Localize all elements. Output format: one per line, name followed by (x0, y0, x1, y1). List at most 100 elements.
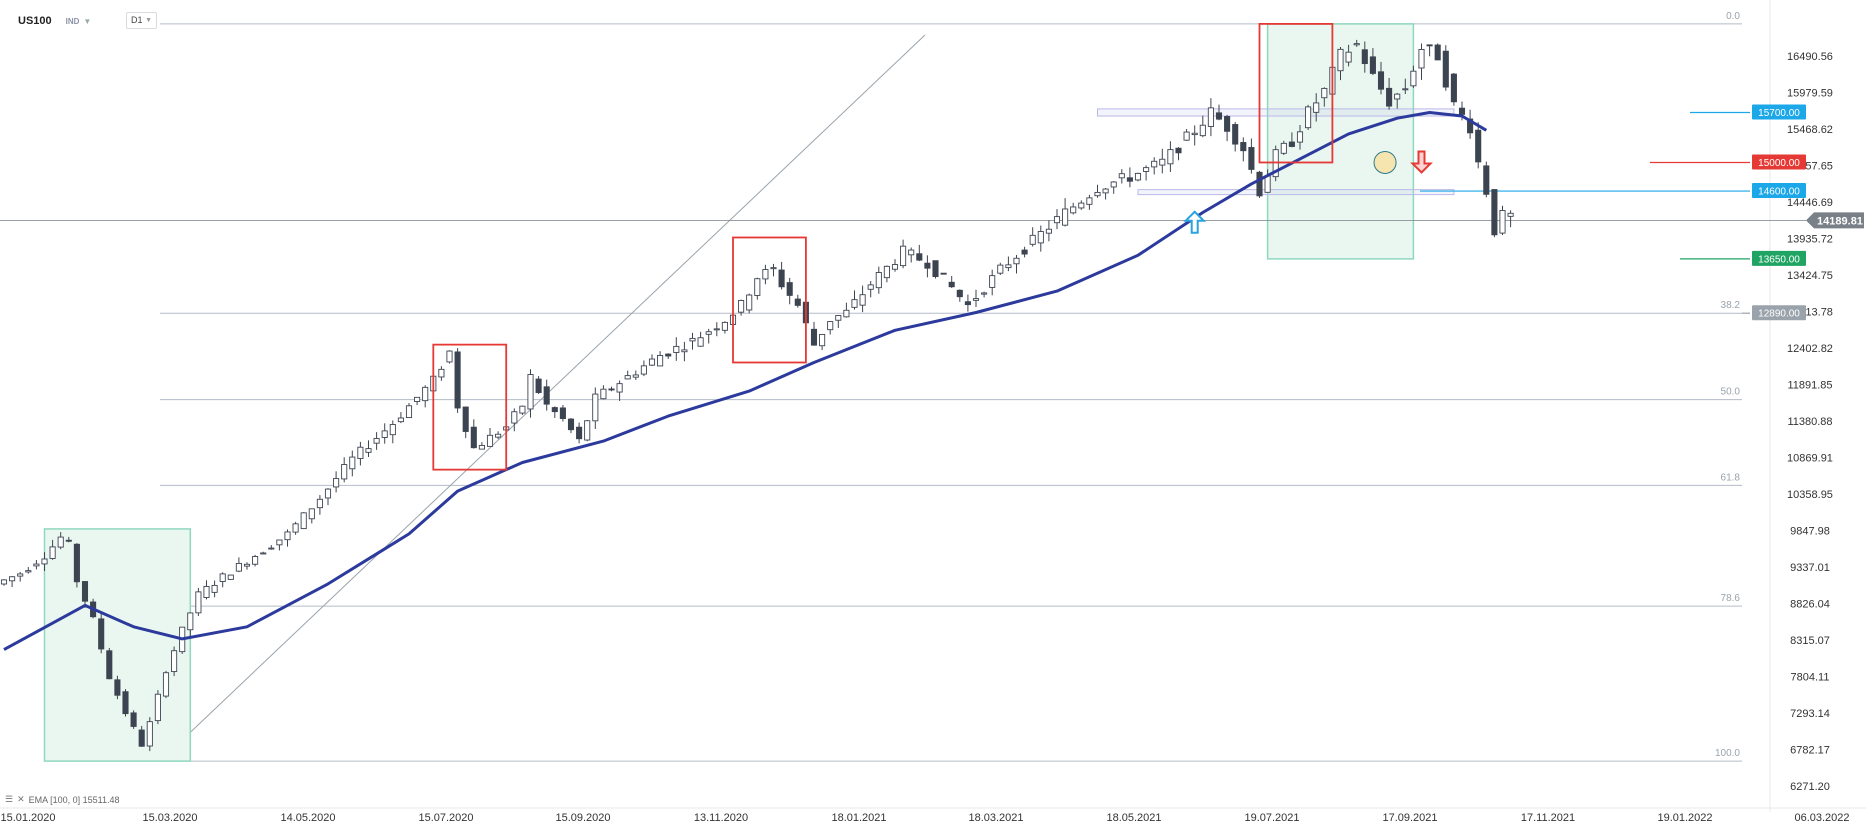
y-tick-label: 11891.85 (1787, 379, 1832, 391)
chevron-down-icon: ▼ (145, 17, 152, 24)
candle-body (1483, 165, 1490, 195)
candle-body (446, 350, 453, 363)
fib-level-label: 61.8 (1721, 472, 1741, 483)
candle-body (648, 358, 656, 366)
candle-body (770, 267, 777, 270)
candle-body (284, 531, 291, 541)
candle-body (551, 407, 558, 413)
candle-body (1499, 210, 1506, 234)
candle-body (1118, 173, 1125, 179)
x-tick-label: 19.07.2021 (1244, 812, 1299, 824)
candle-body (1353, 43, 1360, 46)
y-tick-label: 10358.95 (1787, 489, 1833, 501)
x-tick-label: 18.05.2021 (1106, 812, 1161, 824)
candle-body (964, 301, 971, 306)
candle-body (1191, 132, 1198, 136)
candle-body (1386, 87, 1393, 107)
candle-body (486, 434, 494, 447)
ema-line (3, 111, 1488, 651)
indicator-legend-text: EMA [100, 0] 15511.48 (28, 794, 120, 805)
y-tick-label: 6271.20 (1790, 781, 1830, 793)
candle-body (1045, 228, 1052, 234)
candle-body (122, 691, 129, 715)
y-tick-label: 16490.56 (1787, 51, 1833, 63)
candle-body (794, 298, 801, 306)
timeframe-select[interactable]: D1 ▼ (126, 12, 157, 29)
candle-body (851, 299, 858, 308)
candle-body (1224, 116, 1231, 132)
candle-body (900, 245, 907, 267)
indicator-menu-icon[interactable]: ☰ (5, 794, 14, 804)
x-tick-label: 06.03.2022 (1794, 812, 1849, 824)
candle-body (195, 591, 202, 614)
candle-body (721, 321, 728, 331)
candle-body (908, 249, 915, 256)
candle-body (681, 349, 688, 353)
close-icon[interactable]: ✕ (17, 794, 25, 804)
candle-body (154, 693, 161, 722)
candle-body (1369, 56, 1376, 74)
timeframe-value: D1 (131, 15, 143, 25)
level-tag-text: 15000.00 (1758, 158, 1800, 169)
candle-body (746, 294, 753, 311)
candle-body (883, 265, 890, 279)
candle-body (276, 539, 283, 546)
candle-body (219, 573, 226, 582)
candle-body (1005, 264, 1012, 269)
candle-body (673, 345, 680, 353)
market-dropdown-icon[interactable]: ▼ (83, 16, 92, 26)
candle-body (827, 321, 834, 331)
candle-body (576, 426, 583, 440)
candle-body (25, 570, 32, 573)
candle-body (535, 378, 542, 394)
x-tick-label: 17.09.2021 (1382, 812, 1437, 824)
candle-body (762, 269, 769, 280)
x-tick-label: 15.07.2020 (418, 812, 473, 824)
resistance-zone-15700 (1097, 108, 1455, 117)
candle-body (1256, 171, 1263, 197)
x-tick-label: 15.01.2020 (0, 812, 55, 824)
candle-body (657, 355, 664, 367)
candle-body (1458, 107, 1466, 115)
candle-body (1402, 88, 1409, 91)
candle-body (73, 543, 80, 583)
chart-header: US100 IND ▼ (18, 11, 91, 31)
level-tag (1752, 104, 1806, 120)
candle-body (1313, 102, 1320, 113)
candle-body (373, 438, 380, 444)
candle-body (519, 405, 526, 414)
candle-body (632, 374, 639, 378)
breakdown-circle-marker (1373, 150, 1397, 174)
candle-body (956, 289, 963, 298)
y-tick-label: 9847.98 (1790, 525, 1830, 537)
candle-body (1086, 197, 1093, 205)
candle-body (1394, 93, 1401, 100)
candle-body (171, 650, 178, 673)
y-tick-label: 11380.88 (1787, 416, 1832, 428)
indicator-legend: ☰ ✕ EMA [100, 0] 15511.48 (5, 794, 120, 805)
candle-body (1078, 202, 1085, 209)
candle-body (397, 417, 404, 423)
candle-body (138, 729, 145, 747)
y-tick-label: 15468.62 (1787, 124, 1833, 136)
candle-body (697, 337, 704, 347)
candle-body (592, 393, 599, 422)
candle-body (357, 446, 364, 459)
candle-body (300, 512, 307, 530)
candle-body (616, 383, 623, 393)
candle-body (916, 253, 923, 261)
level-tag (1752, 183, 1806, 199)
candle-body (689, 337, 696, 342)
candle-body (1013, 257, 1020, 265)
x-tick-label: 15.09.2020 (555, 812, 610, 824)
candle-body (1345, 51, 1352, 63)
market-type-label[interactable]: IND (65, 16, 80, 26)
candle-body (1126, 177, 1133, 182)
candle-body (243, 563, 251, 567)
fib-level-label: 50.0 (1721, 387, 1741, 398)
candle-body (1361, 49, 1368, 65)
red-box-feb-2021 (732, 236, 807, 364)
candle-body (1296, 131, 1304, 143)
candle-body (1151, 160, 1158, 168)
